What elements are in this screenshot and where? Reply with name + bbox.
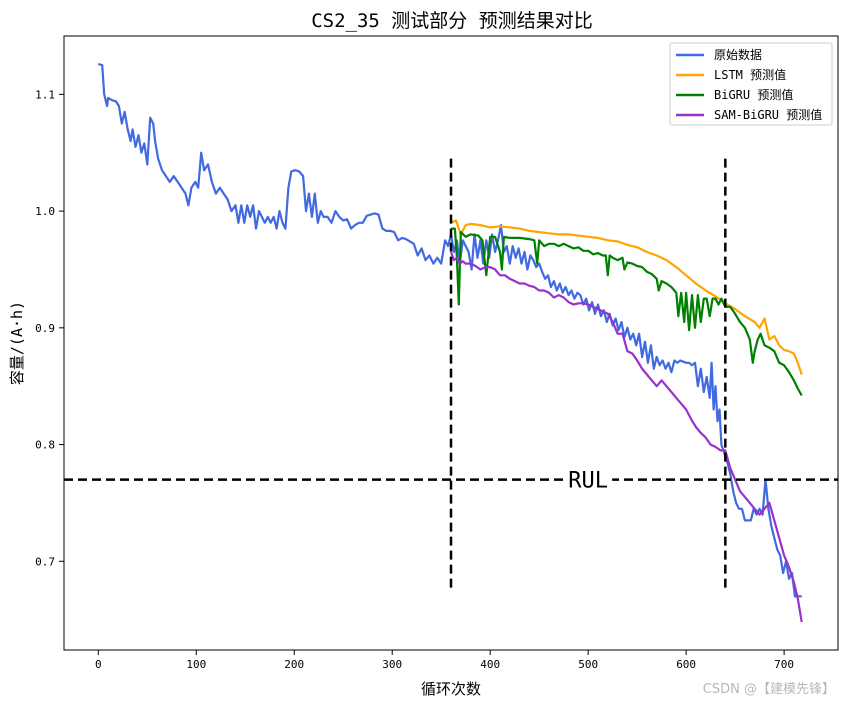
legend-box [669,42,833,126]
y-tick-label: 1.1 [35,88,55,101]
legend-label: BiGRU 预测值 [714,87,793,102]
x-tick-label: 200 [284,658,304,671]
series-layer [97,62,803,623]
plot-area-frame [63,35,839,651]
chart-title: CS2_35 测试部分 预测结果对比 [311,10,593,32]
x-tick-label: 100 [186,658,206,671]
rul-label: RUL [568,469,608,494]
rul-label-background [564,468,613,491]
legend: 原始数据 LSTM 预测值 BiGRU 预测值 SAM-BiGRU 预测值 [669,42,833,126]
legend-label: 原始数据 [714,47,762,62]
series-original-data [97,62,802,598]
x-tick-label: 0 [95,658,102,671]
x-tick-label: 300 [382,658,402,671]
watermark: CSDN @【建模先锋】 [702,682,835,697]
x-axis: 0 100 200 300 400 500 600 700 [95,650,794,671]
y-axis-label: 容量/(A·h) [8,301,26,385]
y-tick-label: 0.9 [35,322,55,335]
x-tick-label: 500 [578,658,598,671]
y-axis: 0.7 0.8 0.9 1.0 1.1 [35,88,64,568]
legend-label: LSTM 预测值 [714,67,786,82]
series-lstm-prediction [450,219,803,375]
series-bigru-prediction [451,227,803,397]
x-tick-label: 700 [774,658,794,671]
series-sam-bigru-prediction [449,251,803,623]
annotation-layer: RUL [64,158,838,591]
y-tick-label: 0.8 [35,439,55,452]
legend-label: SAM-BiGRU 预测值 [714,107,822,122]
x-axis-label: 循环次数 [421,680,481,698]
x-tick-label: 600 [676,658,696,671]
x-tick-label: 400 [480,658,500,671]
y-tick-label: 0.7 [35,555,55,568]
y-tick-label: 1.0 [35,205,55,218]
